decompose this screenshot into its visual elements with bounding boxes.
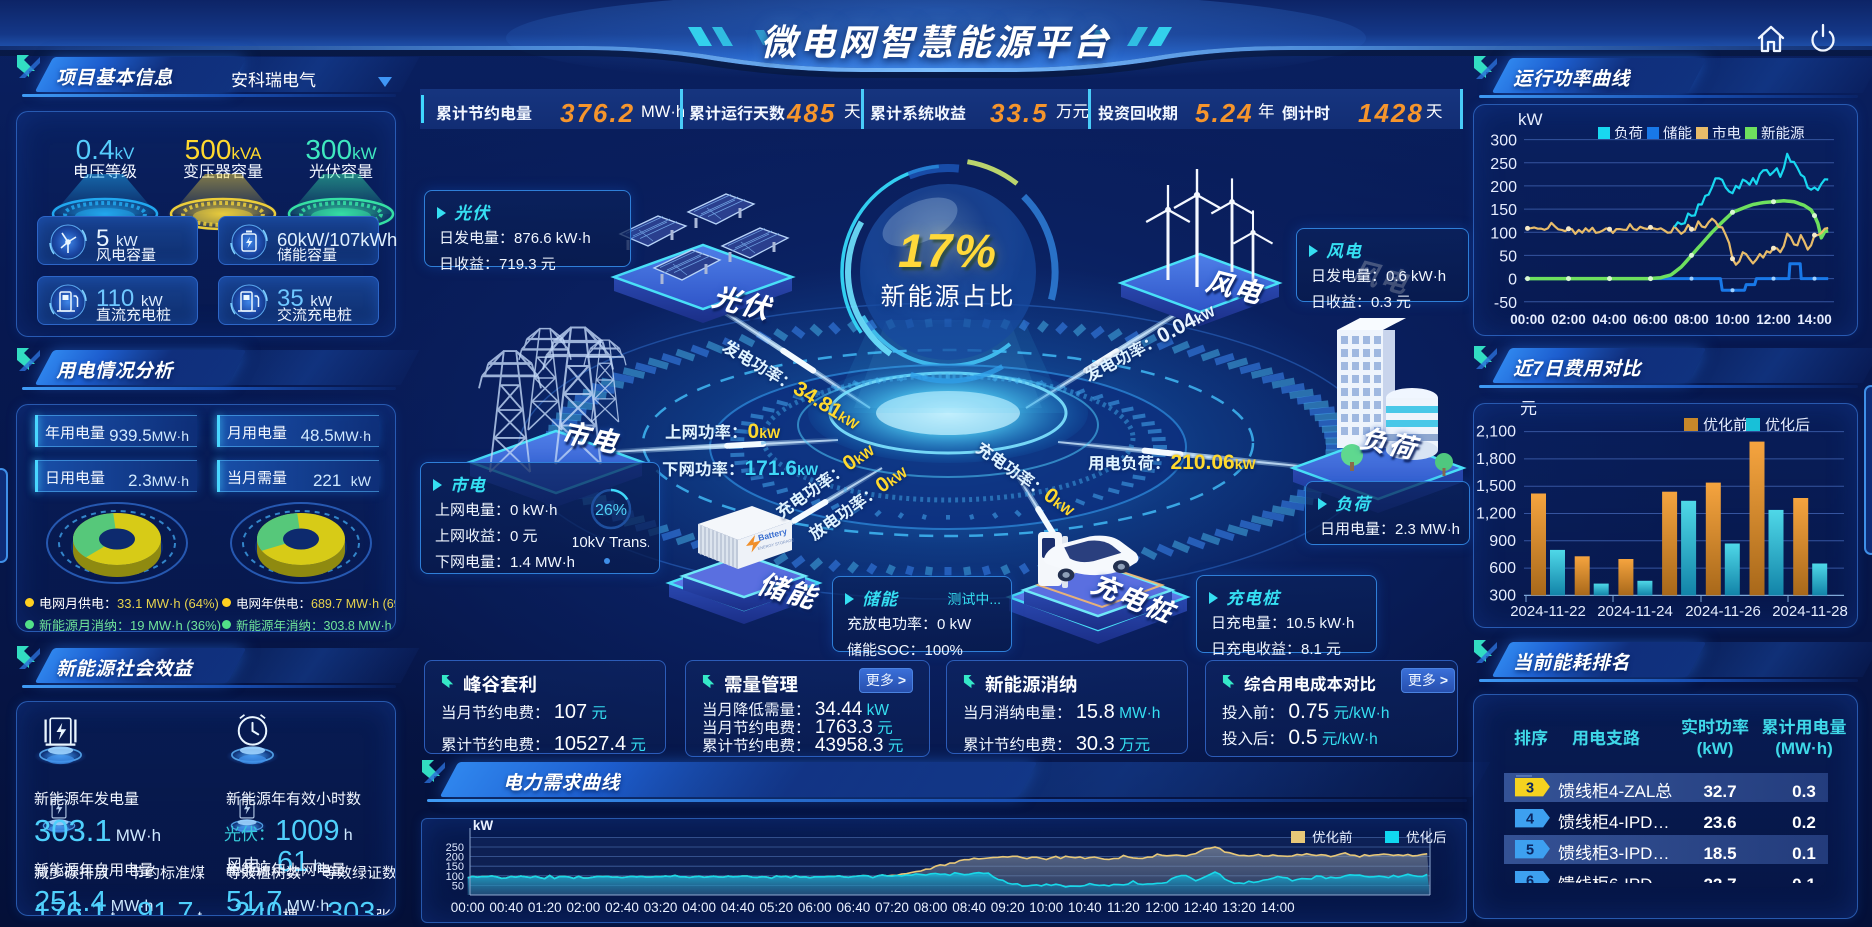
svg-text:10:00: 10:00 — [1715, 308, 1750, 328]
svg-text:26%: 26% — [595, 496, 627, 520]
svg-text:优化前: 优化前 — [1312, 826, 1353, 846]
svg-text:50: 50 — [452, 877, 464, 893]
svg-text:02:40: 02:40 — [605, 896, 639, 916]
svg-text:05:20: 05:20 — [759, 896, 793, 916]
svg-text:2024-11-26: 2024-11-26 — [1685, 600, 1761, 621]
svg-text:01:20: 01:20 — [528, 896, 562, 916]
svg-text:200: 200 — [446, 849, 464, 865]
svg-text:0: 0 — [1508, 266, 1517, 290]
svg-text:2024-11-24: 2024-11-24 — [1597, 600, 1673, 621]
svg-text:新能源: 新能源 — [1761, 122, 1805, 143]
svg-text:14:00: 14:00 — [1797, 308, 1832, 328]
svg-text:6: 6 — [1526, 870, 1534, 883]
svg-text:300: 300 — [1489, 581, 1516, 605]
svg-text:kW: kW — [473, 814, 494, 834]
svg-text:市电: 市电 — [1712, 122, 1741, 143]
svg-text:06:00: 06:00 — [1633, 308, 1668, 328]
svg-text:06:00: 06:00 — [798, 896, 832, 916]
svg-text:10kV Trans.: 10kV Trans. — [573, 531, 649, 552]
svg-text:1,800: 1,800 — [1476, 445, 1516, 469]
svg-text:150: 150 — [446, 858, 464, 874]
svg-text:00:00: 00:00 — [451, 896, 485, 916]
svg-text:08:00: 08:00 — [1674, 308, 1709, 328]
svg-text:元: 元 — [1520, 400, 1537, 419]
svg-text:5: 5 — [1526, 839, 1534, 860]
svg-text:11:20: 11:20 — [1107, 896, 1140, 916]
svg-text:08:00: 08:00 — [914, 896, 948, 916]
svg-text:02:00: 02:00 — [1551, 308, 1586, 328]
svg-text:300: 300 — [1490, 127, 1517, 151]
svg-text:03:20: 03:20 — [644, 896, 678, 916]
svg-text:12:40: 12:40 — [1184, 896, 1218, 916]
svg-text:00:40: 00:40 — [489, 896, 523, 916]
svg-text:12:00: 12:00 — [1145, 896, 1179, 916]
svg-text:600: 600 — [1489, 554, 1516, 578]
svg-text:kW: kW — [1518, 108, 1543, 130]
svg-text:1,200: 1,200 — [1476, 500, 1516, 524]
svg-text:10:00: 10:00 — [1029, 896, 1063, 916]
svg-text:900: 900 — [1489, 527, 1516, 551]
svg-text:-50: -50 — [1494, 289, 1517, 313]
svg-text:04:00: 04:00 — [682, 896, 716, 916]
svg-text:09:20: 09:20 — [991, 896, 1025, 916]
svg-text:250: 250 — [1490, 150, 1517, 174]
svg-text:优化后: 优化后 — [1406, 826, 1447, 846]
svg-text:04:00: 04:00 — [1592, 308, 1627, 328]
svg-text:250: 250 — [446, 839, 464, 855]
svg-text:07:20: 07:20 — [875, 896, 909, 916]
svg-text:14:00: 14:00 — [1261, 896, 1295, 916]
svg-text:3: 3 — [1526, 777, 1534, 798]
svg-text:13:20: 13:20 — [1222, 896, 1256, 916]
svg-text:150: 150 — [1490, 196, 1517, 220]
svg-text:负荷: 负荷 — [1614, 122, 1643, 143]
svg-text:优化后: 优化后 — [1765, 414, 1810, 435]
svg-text:08:40: 08:40 — [952, 896, 986, 916]
svg-text:4: 4 — [1526, 808, 1534, 829]
svg-text:2024-11-28: 2024-11-28 — [1772, 600, 1848, 621]
svg-text:储能: 储能 — [1663, 122, 1692, 143]
svg-text:04:40: 04:40 — [721, 896, 755, 916]
svg-text:优化前: 优化前 — [1703, 414, 1748, 435]
svg-text:00:00: 00:00 — [1510, 308, 1545, 328]
svg-text:2024-11-22: 2024-11-22 — [1510, 600, 1586, 621]
svg-text:02:00: 02:00 — [567, 896, 601, 916]
svg-text:100: 100 — [1490, 219, 1517, 243]
svg-text:100: 100 — [446, 868, 464, 884]
svg-text:2,100: 2,100 — [1476, 418, 1516, 442]
svg-text:12:00: 12:00 — [1756, 308, 1791, 328]
svg-text:1,500: 1,500 — [1476, 472, 1516, 496]
svg-text:50: 50 — [1499, 242, 1517, 266]
svg-text:06:40: 06:40 — [837, 896, 871, 916]
svg-text:200: 200 — [1490, 173, 1517, 197]
svg-text:10:40: 10:40 — [1068, 896, 1102, 916]
